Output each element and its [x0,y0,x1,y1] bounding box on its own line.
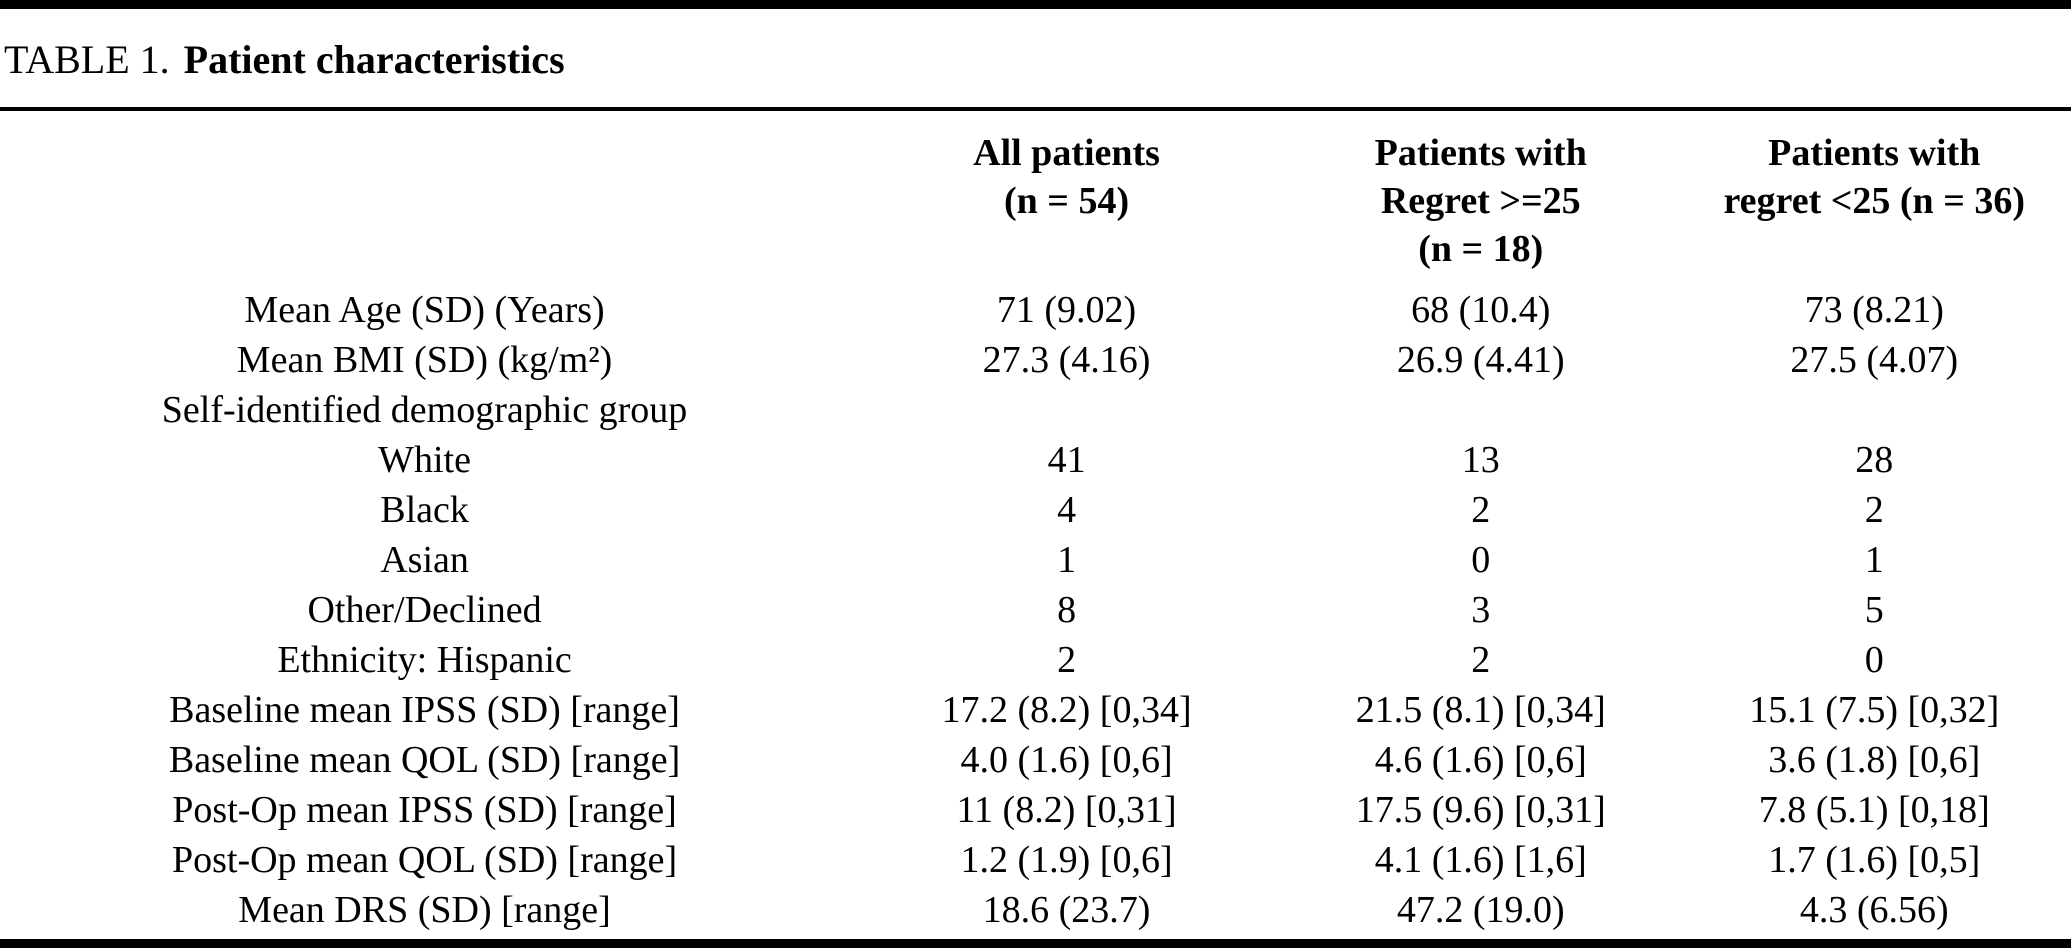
cell-value: 27.3 (4.16) [982,339,1151,381]
cell-value: 2 [1057,639,1077,681]
cell-value: 47.2 (19.0) [1396,889,1565,931]
cell-value: 1 [1057,539,1077,581]
cell-value: 2 [1471,639,1491,681]
table-row: Mean BMI (SD) (kg/m²) 27.3 (4.16) 26.9 (… [0,335,2071,385]
cell-value: 4.3 (6.56) [1799,889,1949,931]
cell-value: 1 [1864,539,1884,581]
table-row: Asian 1 0 1 [0,535,2071,585]
column-header-regret-lt25: Patients with regret <25 (n = 36) [1723,132,2026,222]
column-header-regret-ge25: Patients with Regret >=25 (n = 18) [1374,132,1587,270]
cell-value: 26.9 (4.41) [1396,339,1565,381]
row-label: Asian [380,539,469,581]
table-row: White 41 13 28 [0,435,2071,485]
cell-value: 1.7 (1.6) [0,5] [1768,839,1981,881]
cell-value: 8 [1057,589,1077,631]
cell-value: 15.1 (7.5) [0,32] [1749,689,2000,731]
cell-value: 4.0 (1.6) [0,6] [960,739,1173,781]
table-caption: TABLE 1. Patient characteristics [0,9,2071,107]
cell-value: 17.2 (8.2) [0,34] [941,689,1192,731]
row-label: Baseline mean IPSS (SD) [range] [169,689,680,731]
table-number: TABLE 1. [4,37,170,82]
row-label: Ethnicity: Hispanic [277,639,572,681]
table-row: Self-identified demographic group [0,385,2071,435]
table-row: Baseline mean QOL (SD) [range] 4.0 (1.6)… [0,735,2071,785]
header-rule [0,107,2071,111]
cell-value: 7.8 (5.1) [0,18] [1758,789,1990,831]
cell-value: 21.5 (8.1) [0,34] [1355,689,1606,731]
table-header: All patients (n = 54) Patients with Regr… [0,111,2071,285]
patient-characteristics-table: All patients (n = 54) Patients with Regr… [0,111,2071,935]
row-label: Mean Age (SD) (Years) [244,289,605,331]
table-row: Other/Declined 8 3 5 [0,585,2071,635]
cell-value: 18.6 (23.7) [982,889,1151,931]
cell-value: 4 [1057,489,1077,531]
table-row: Ethnicity: Hispanic 2 2 0 [0,635,2071,685]
row-label: Mean DRS (SD) [range] [238,889,611,931]
cell-value: 73 (8.21) [1804,289,1944,331]
row-label: Post-Op mean IPSS (SD) [range] [172,789,677,831]
cell-value: 71 (9.02) [996,289,1137,331]
cell-value: 3.6 (1.8) [0,6] [1768,739,1981,781]
column-header-all-patients: All patients (n = 54) [973,132,1160,222]
cell-value: 17.5 (9.6) [0,31] [1355,789,1606,831]
cell-value [849,385,1284,435]
row-label: Baseline mean QOL (SD) [range] [168,739,681,781]
cell-value: 3 [1471,589,1491,631]
row-label: Self-identified demographic group [161,389,688,431]
cell-value: 4.6 (1.6) [0,6] [1374,739,1587,781]
cell-value: 28 [1855,439,1894,481]
cell-value: 0 [1864,639,1884,681]
cell-value: 1.2 (1.9) [0,6] [960,839,1173,881]
table-row: Black 4 2 2 [0,485,2071,535]
row-label: Mean BMI (SD) (kg/m²) [236,339,613,381]
row-label: Post-Op mean QOL (SD) [range] [171,839,678,881]
cell-value: 11 (8.2) [0,31] [956,789,1177,831]
header-row: All patients (n = 54) Patients with Regr… [0,111,2071,285]
column-header-stub [0,111,849,285]
cell-value [1678,385,2071,435]
cell-value: 13 [1461,439,1500,481]
table-row: Baseline mean IPSS (SD) [range] 17.2 (8.… [0,685,2071,735]
row-label: Other/Declined [307,589,542,631]
cell-value: 41 [1047,439,1086,481]
cell-value: 27.5 (4.07) [1790,339,1959,381]
top-rule [0,0,2071,9]
cell-value: 2 [1864,489,1884,531]
cell-value [1284,385,1677,435]
table-row: Mean Age (SD) (Years) 71 (9.02) 68 (10.4… [0,285,2071,335]
table-title: Patient characteristics [183,37,565,82]
cell-value: 68 (10.4) [1411,289,1551,331]
table-row: Post-Op mean QOL (SD) [range] 1.2 (1.9) … [0,835,2071,885]
table-row: Post-Op mean IPSS (SD) [range] 11 (8.2) … [0,785,2071,835]
cell-value: 0 [1471,539,1491,581]
cell-value: 5 [1864,589,1884,631]
bottom-rule [0,939,2071,948]
cell-value: 2 [1471,489,1491,531]
row-label: White [378,439,471,481]
table-row: Mean DRS (SD) [range] 18.6 (23.7) 47.2 (… [0,885,2071,935]
row-label: Black [380,489,469,531]
cell-value: 4.1 (1.6) [1,6] [1374,839,1587,881]
table-body: Mean Age (SD) (Years) 71 (9.02) 68 (10.4… [0,285,2071,935]
